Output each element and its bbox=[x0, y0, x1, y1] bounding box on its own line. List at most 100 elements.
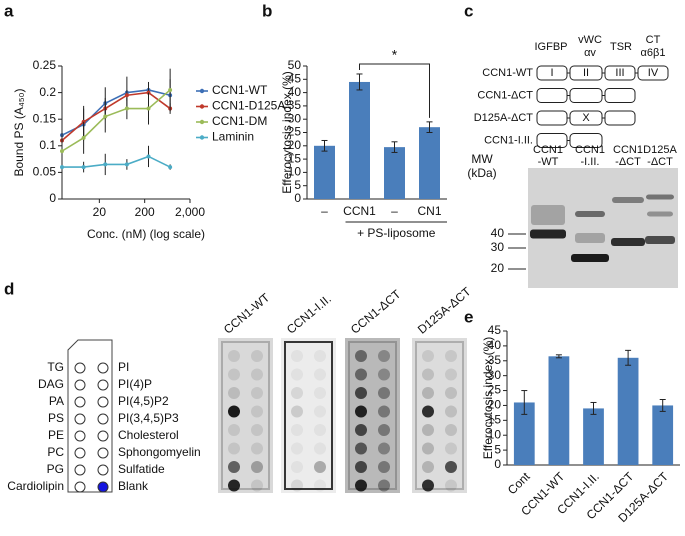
legend-label: CCN1-D125A bbox=[212, 99, 285, 113]
blot-band bbox=[575, 211, 605, 217]
mw-title: MW bbox=[471, 152, 493, 166]
blot-spot bbox=[445, 442, 457, 455]
blot-spot bbox=[355, 442, 367, 455]
lane-label: CCN1 bbox=[575, 144, 605, 156]
blot-band bbox=[612, 197, 644, 203]
lipid-label: Sphongomyelin bbox=[118, 445, 201, 459]
lipid-spot bbox=[74, 362, 86, 374]
series-line bbox=[62, 155, 171, 168]
blot-spot bbox=[291, 387, 303, 399]
blot-spot bbox=[251, 368, 263, 381]
blot-label: CCN1-ΔCT bbox=[348, 287, 404, 337]
y-tick-label: 35 bbox=[488, 353, 502, 367]
blot-spot bbox=[228, 424, 240, 436]
blot-spot bbox=[422, 461, 434, 473]
blot-spot bbox=[355, 405, 367, 418]
blot-spot bbox=[445, 368, 457, 381]
lipid-label: PI(4)P bbox=[118, 377, 152, 391]
legend-swatch bbox=[199, 88, 205, 94]
lipid-blot-border bbox=[284, 341, 333, 490]
bar bbox=[583, 408, 604, 465]
construct-label: CCN1-ΔCT bbox=[477, 89, 533, 101]
point bbox=[124, 93, 129, 98]
y-tick-label: 20 bbox=[488, 398, 502, 412]
blot-spot bbox=[422, 405, 434, 418]
y-tick-label: 10 bbox=[288, 165, 302, 179]
blot-spot bbox=[314, 350, 326, 362]
lipid-spot bbox=[74, 379, 86, 391]
point bbox=[103, 114, 108, 119]
lipid-spot bbox=[74, 464, 86, 476]
y-tick-label: 40 bbox=[488, 338, 502, 352]
lipid-spot bbox=[97, 447, 109, 459]
lane-label: CCN1 bbox=[613, 144, 643, 156]
y-axis-label: Bound PS (A₄₅₀) bbox=[12, 88, 26, 176]
lipid-spot bbox=[97, 430, 109, 442]
legend-swatch bbox=[199, 104, 205, 109]
point bbox=[124, 106, 129, 111]
lane-label: -ΔCT bbox=[647, 156, 673, 168]
x-axis-label: Conc. (nM) (log scale) bbox=[87, 227, 205, 241]
blot-spot bbox=[422, 387, 434, 399]
blot-spot bbox=[228, 442, 240, 455]
lipid-label: TG bbox=[47, 360, 64, 374]
point bbox=[168, 165, 173, 170]
point bbox=[60, 165, 64, 170]
bar bbox=[617, 357, 639, 465]
blot-band bbox=[530, 229, 566, 239]
y-tick-label: 5 bbox=[294, 178, 301, 192]
lipid-label: PA bbox=[49, 394, 64, 408]
lane-label: CCN1 bbox=[533, 144, 563, 156]
y-tick-label: 25 bbox=[288, 125, 302, 139]
blot-spot bbox=[228, 350, 240, 362]
point bbox=[103, 162, 108, 167]
blot-label: CCN1-WT bbox=[221, 290, 273, 337]
lipid-spot bbox=[74, 481, 86, 493]
domain-box bbox=[569, 133, 603, 148]
blot-spot bbox=[291, 479, 303, 492]
lipid-blot bbox=[345, 338, 400, 493]
blot-spot bbox=[378, 442, 390, 455]
blot-spot bbox=[228, 387, 240, 399]
blot-spot bbox=[314, 405, 326, 418]
lipid-spot bbox=[97, 362, 109, 374]
y-axis-label: Efferocytosis index (%) bbox=[481, 337, 495, 460]
y-tick-label: 5 bbox=[494, 442, 501, 456]
domain-number: IV bbox=[648, 67, 659, 79]
series-line bbox=[61, 89, 171, 136]
blot-spot bbox=[355, 387, 367, 399]
mutation-mark: X bbox=[582, 112, 590, 124]
lipid-label: PS bbox=[48, 411, 64, 425]
lipid-label: PI(4,5)P2 bbox=[118, 394, 169, 408]
x-tick-label: 2,000 bbox=[175, 205, 205, 219]
lipid-label: PE bbox=[48, 428, 64, 442]
blot-spot bbox=[378, 387, 390, 399]
blot-spot bbox=[228, 479, 240, 492]
blot-band bbox=[647, 211, 673, 217]
construct-label: CCN1-WT bbox=[482, 67, 533, 79]
blot-spot bbox=[291, 350, 303, 362]
mw-marker: 20 bbox=[491, 261, 505, 275]
lipid-label: Blank bbox=[118, 479, 149, 493]
panel-label: e bbox=[464, 307, 473, 326]
y-tick-label: 30 bbox=[288, 111, 302, 125]
lane-label: -WT bbox=[538, 156, 559, 168]
lipid-blot-border bbox=[221, 341, 270, 490]
lipid-spot bbox=[74, 447, 86, 459]
legend-swatch bbox=[199, 119, 205, 125]
blot-spot bbox=[445, 405, 457, 418]
blot-spot bbox=[251, 424, 263, 436]
y-tick-label: 0.1 bbox=[39, 138, 56, 152]
lipid-label: Cholesterol bbox=[118, 428, 179, 442]
series-line bbox=[61, 91, 171, 142]
y-tick-label: 0.25 bbox=[33, 58, 57, 72]
blot-label: CCN1-I.II. bbox=[284, 292, 334, 337]
blot-spot bbox=[314, 442, 326, 455]
significance-bracket bbox=[359, 63, 430, 118]
blot-spot bbox=[445, 387, 457, 399]
lipid-blot-border bbox=[348, 341, 397, 490]
lipid-blot-border bbox=[415, 341, 464, 490]
lipid-spot bbox=[97, 464, 109, 476]
blot-spot bbox=[228, 461, 240, 473]
blot-spot bbox=[251, 350, 263, 362]
